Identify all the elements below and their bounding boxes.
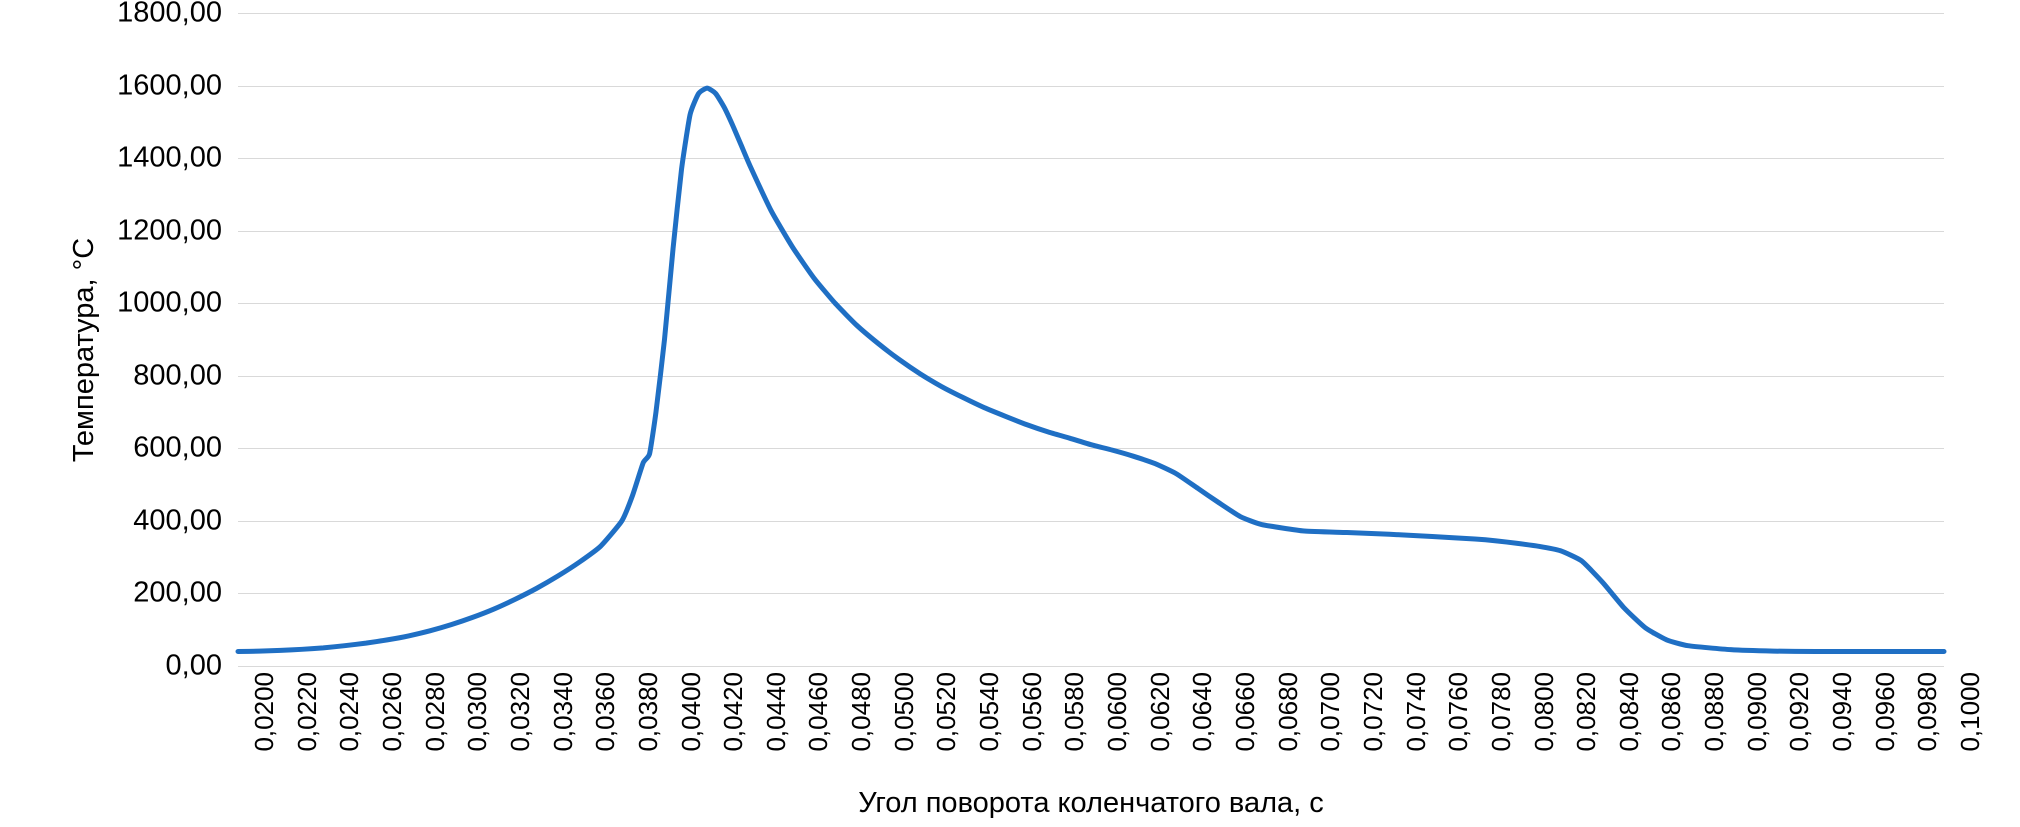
gridline [238, 375, 1944, 377]
x-axis-tick-label: 0,0460 [803, 672, 834, 752]
x-axis-tick-label: 0,0560 [1016, 672, 1047, 752]
x-axis-tick-label: 0,0480 [846, 672, 877, 752]
x-axis-tick-label: 0,0500 [888, 672, 919, 752]
y-axis-tick-label: 1800,00 [117, 0, 222, 29]
x-axis-tick-label: 0,0980 [1912, 672, 1943, 752]
gridline [238, 230, 1944, 232]
y-axis-tick-label: 600,00 [133, 431, 222, 464]
x-axis-tick-label: 0,0260 [376, 672, 407, 752]
plot-area [238, 13, 1944, 667]
x-axis-tick-label: 0,0960 [1869, 672, 1900, 752]
x-axis-tick-labels: 0,0200 0,0220 0,0240 0,0260 0,0280 0,0300 0,03… [238, 672, 1985, 782]
x-axis-tick-label: 0,0600 [1102, 672, 1132, 752]
y-axis-tick-label: 1400,00 [117, 141, 222, 174]
x-axis-tick-label: 0,0440 [760, 672, 791, 752]
x-axis-tick-label: 0,0620 [1144, 672, 1175, 752]
x-axis-tick-label: 0,0580 [1059, 672, 1090, 752]
x-axis-title: Угол поворота коленчатого вала, с [858, 787, 1324, 819]
x-axis-tick-label: 0,0860 [1656, 672, 1687, 752]
x-axis-tick-label: 0,0380 [632, 672, 663, 752]
y-axis-tick-label: 1200,00 [117, 214, 222, 247]
x-axis-tick-label: 0,1000 [1955, 672, 1985, 752]
x-axis-tick-label: 0,0780 [1485, 672, 1516, 752]
gridline [238, 13, 1944, 14]
y-axis-tick-label: 200,00 [133, 576, 222, 609]
y-axis-tick-label: 1600,00 [117, 69, 222, 102]
y-axis-tick-label: 0,00 [165, 649, 222, 682]
x-axis-tick-label: 0,0900 [1741, 672, 1772, 752]
x-axis-tick-label: 0,0880 [1699, 672, 1730, 752]
y-axis-tick-label: 800,00 [133, 359, 222, 392]
x-axis-tick-label: 0,0720 [1357, 672, 1388, 752]
x-axis-tick-label: 0,0840 [1613, 672, 1644, 752]
x-axis-tick-label: 0,0640 [1187, 672, 1218, 752]
x-axis-tick-label: 0,0320 [504, 672, 535, 752]
x-axis-tick-label: 0,0940 [1827, 672, 1858, 752]
y-axis-tick-label: 400,00 [133, 504, 222, 537]
x-axis-tick-label: 0,0740 [1400, 672, 1431, 752]
x-axis-tick-label: 0,0800 [1528, 672, 1559, 752]
gridline [238, 666, 1944, 667]
x-axis-tick-label: 0,0700 [1315, 672, 1346, 752]
x-axis-tick-label: 0,0200 [249, 672, 279, 752]
y-axis-tick-label: 1000,00 [117, 286, 222, 319]
x-axis-tick-label: 0,0360 [590, 672, 621, 752]
temperature-line [238, 88, 1944, 651]
x-axis-tick-label: 0,0400 [675, 672, 706, 752]
x-axis-tick-label: 0,0920 [1784, 672, 1815, 752]
x-axis-tick-label: 0,0760 [1443, 672, 1474, 752]
gridline [238, 520, 1944, 522]
x-axis-tick-label: 0,0420 [718, 672, 749, 752]
x-axis-tick-label: 0,0520 [931, 672, 962, 752]
x-axis-tick-label: 0,0240 [334, 672, 365, 752]
x-axis-tick-label: 0,0680 [1272, 672, 1303, 752]
y-axis-tick-labels: 1800,00 1600,00 1400,00 1200,00 1000,00 800,0… [70, 0, 222, 690]
x-axis-tick-label: 0,0280 [419, 672, 450, 752]
x-axis-tick-label: 0,0220 [291, 672, 322, 752]
x-axis-tick-label: 0,0820 [1571, 672, 1602, 752]
x-axis-tick-label: 0,0660 [1229, 672, 1260, 752]
x-axis-tick-label: 0,0300 [462, 672, 493, 752]
series-layer [238, 13, 1944, 666]
gridline [238, 85, 1944, 87]
gridline [238, 448, 1944, 450]
gridline [238, 303, 1944, 305]
x-axis-tick-label: 0,0340 [547, 672, 578, 752]
gridline [238, 158, 1944, 160]
gridline [238, 593, 1944, 595]
x-axis-tick-label: 0,0540 [974, 672, 1005, 752]
